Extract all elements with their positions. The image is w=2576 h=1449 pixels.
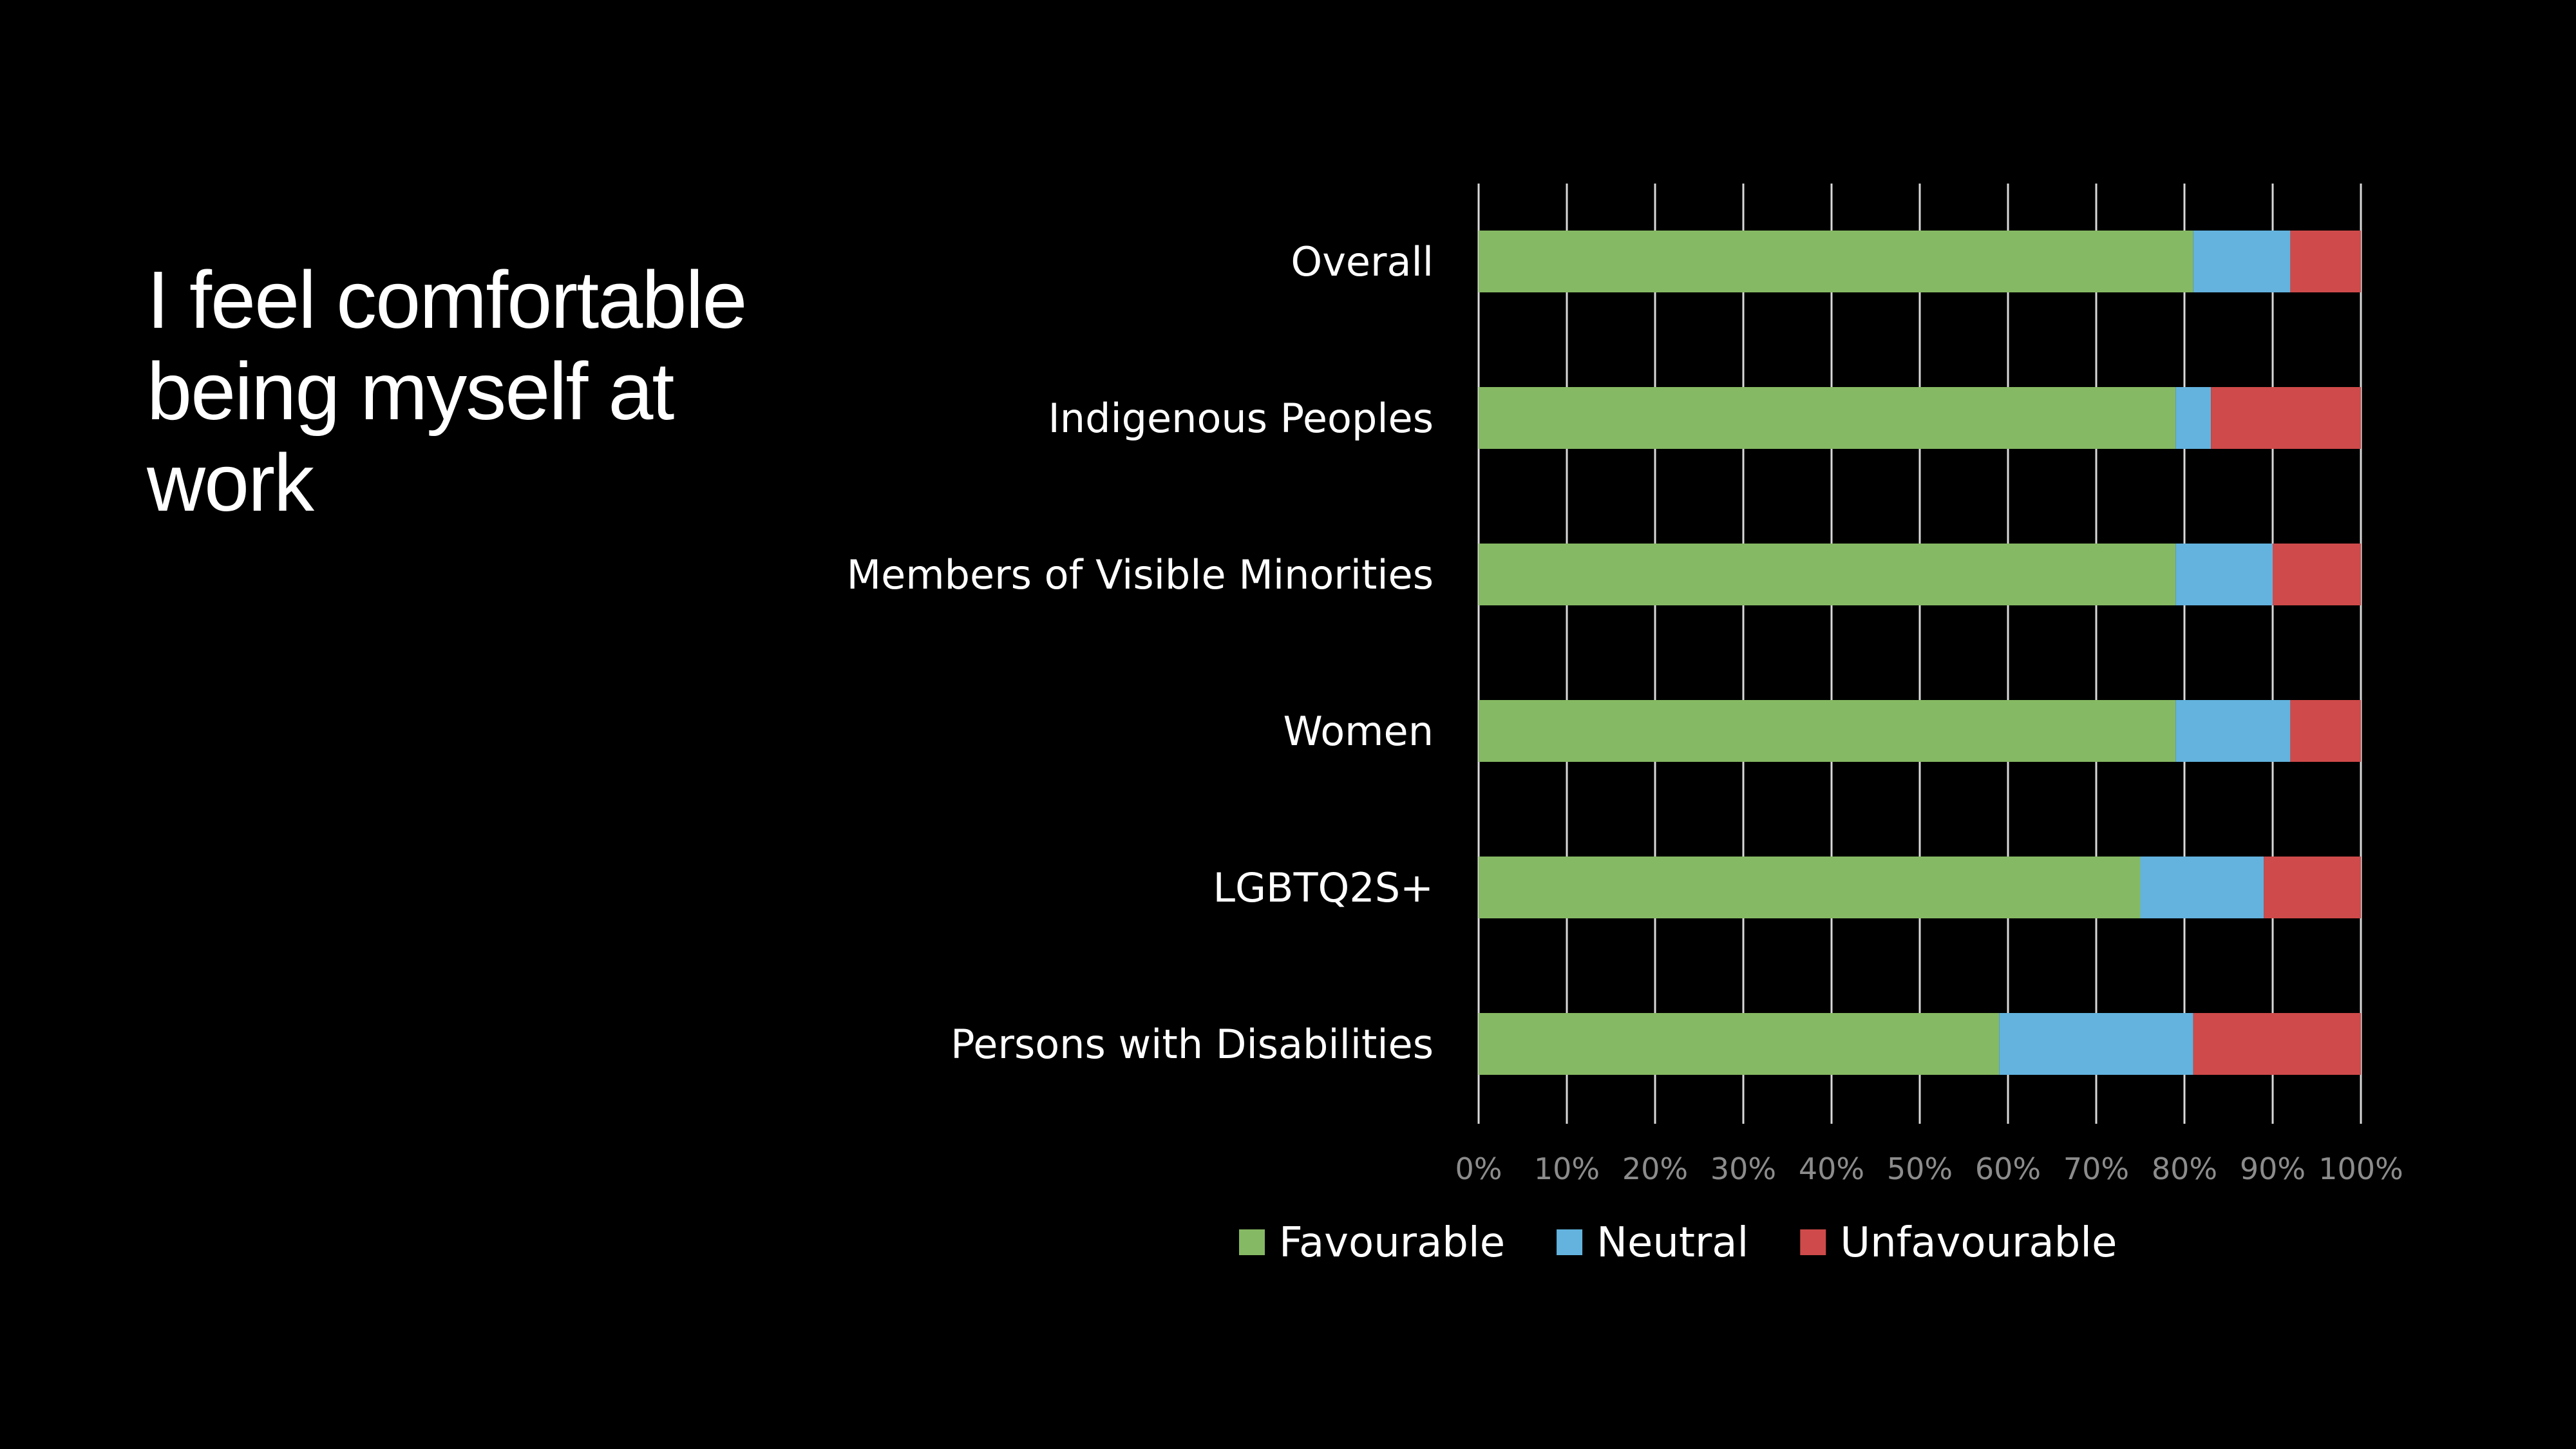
legend-item-favourable: Favourable <box>1239 1219 1505 1267</box>
category-label: Members of Visible Minorities <box>847 551 1434 598</box>
bar-favourable-4 <box>1479 857 2141 918</box>
bar-unfavourable-4 <box>2264 857 2361 918</box>
x-tick-label: 60% <box>1975 1151 2041 1186</box>
x-tick-label: 20% <box>1622 1151 1688 1186</box>
category-labels: Overall Indigenous Peoples Members of Visi… <box>847 238 1434 1068</box>
category-label: Persons with Disabilities <box>951 1021 1434 1068</box>
bars <box>1479 231 2361 1075</box>
x-tick-label: 40% <box>1799 1151 1864 1186</box>
x-tick-label: 10% <box>1534 1151 1600 1186</box>
bar-favourable-5 <box>1479 1013 2000 1075</box>
category-label: Women <box>1283 708 1434 755</box>
legend-label: Neutral <box>1596 1219 1748 1267</box>
legend-swatch <box>1800 1229 1826 1255</box>
x-tick-label: 30% <box>1710 1151 1776 1186</box>
x-tick-label: 100% <box>2318 1151 2403 1186</box>
category-label: Overall <box>1291 238 1434 285</box>
bar-favourable-1 <box>1479 387 2176 449</box>
legend: Favourable Neutral Unfavourable <box>1239 1219 2117 1267</box>
bar-neutral-1 <box>2175 387 2211 449</box>
legend-label: Favourable <box>1279 1219 1505 1267</box>
x-tick-label: 70% <box>2063 1151 2129 1186</box>
bar-neutral-3 <box>2175 700 2291 762</box>
bar-neutral-2 <box>2175 544 2273 605</box>
bar-unfavourable-3 <box>2290 700 2361 762</box>
bar-unfavourable-1 <box>2211 387 2361 449</box>
x-tick-label: 0% <box>1455 1151 1502 1186</box>
gridlines <box>1477 184 2362 1124</box>
legend-item-neutral: Neutral <box>1557 1219 1748 1267</box>
bar-neutral-4 <box>2140 857 2264 918</box>
category-label: LGBTQ2S+ <box>1213 864 1434 911</box>
bar-favourable-2 <box>1479 544 2176 605</box>
bar-favourable-0 <box>1479 231 2193 292</box>
x-tick-label: 50% <box>1887 1151 1953 1186</box>
legend-item-unfavourable: Unfavourable <box>1800 1219 2117 1267</box>
x-tick-label: 80% <box>2152 1151 2217 1186</box>
bar-unfavourable-2 <box>2273 544 2361 605</box>
bar-unfavourable-5 <box>2193 1013 2361 1075</box>
bar-neutral-0 <box>2193 231 2291 292</box>
x-tick-label: 90% <box>2240 1151 2306 1186</box>
category-label: Indigenous Peoples <box>1048 395 1434 442</box>
legend-label: Unfavourable <box>1840 1219 2117 1267</box>
legend-swatch <box>1557 1229 1583 1255</box>
bar-neutral-5 <box>1999 1013 2193 1075</box>
x-axis-tick-labels: 0% 10% 20% 30% 40% 50% 60% 70% 80% 90% 100% <box>1455 1151 2403 1186</box>
slide-title: I feel comfortable being myself at work <box>147 254 747 528</box>
bar-favourable-3 <box>1479 700 2176 762</box>
bar-unfavourable-0 <box>2290 231 2361 292</box>
legend-swatch <box>1239 1229 1265 1255</box>
